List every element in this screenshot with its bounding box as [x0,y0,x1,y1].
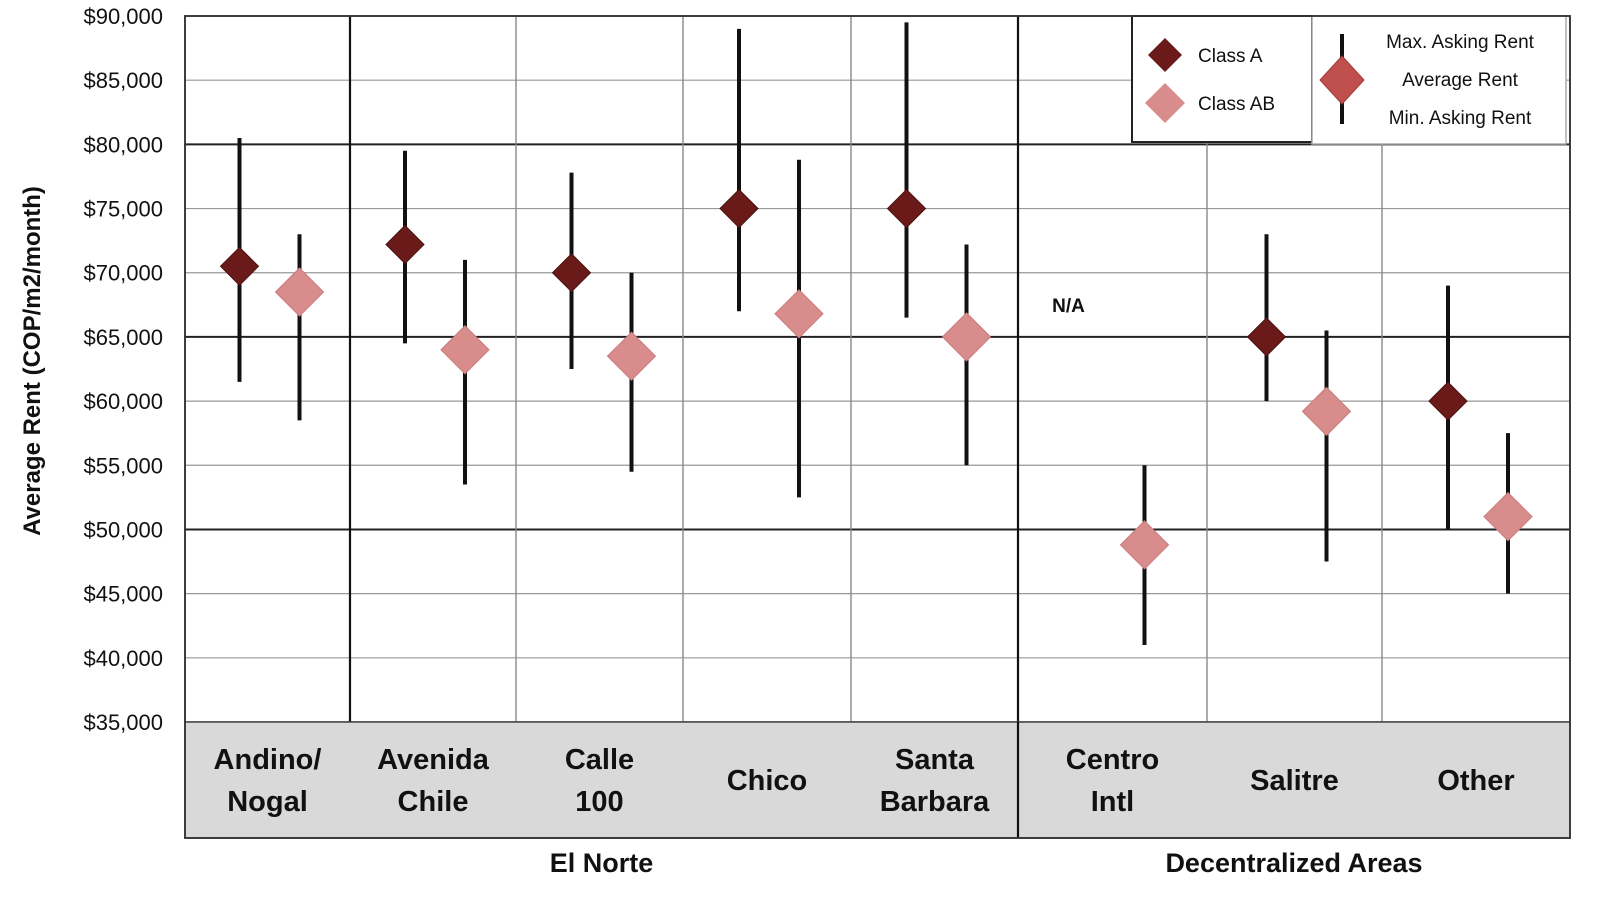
y-tick-label: $35,000 [83,710,163,735]
average-marker [886,188,927,229]
plot-frame [184,15,1571,839]
legend-key-label: Average Rent [1402,70,1519,91]
average-marker [1246,317,1287,357]
y-tick-label: $65,000 [83,325,163,350]
average-marker [606,331,657,381]
legend-marker [1145,83,1185,123]
category-band [184,721,1571,839]
legend-key-label: Max. Asking Rent [1386,32,1535,53]
average-marker [1483,491,1533,542]
y-tick-label: $80,000 [83,132,163,157]
y-tick-label: $50,000 [83,517,163,542]
average-marker [1428,381,1468,421]
average-marker [1119,520,1170,570]
category-label: Other [1437,765,1514,797]
category-label: Santa [895,744,975,776]
legend-marker [1148,38,1182,72]
y-tick-label: $70,000 [83,261,163,286]
average-marker [385,224,425,265]
category-label: Chile [398,786,469,818]
average-marker [274,267,325,317]
category-label: Barbara [880,786,990,818]
category-label: 100 [575,786,623,818]
category-label: Nogal [227,786,308,818]
average-marker [941,312,992,362]
average-marker [219,246,260,287]
y-tick-label: $40,000 [83,646,163,671]
y-tick-label: $45,000 [83,582,163,607]
average-marker [551,253,592,293]
legend-series-box [1131,15,1313,143]
y-tick-label: $85,000 [83,68,163,93]
y-tick-label: $60,000 [83,389,163,414]
legend-key-marker [1319,55,1365,105]
average-marker [440,325,490,375]
y-tick-label: $55,000 [83,453,163,478]
average-marker [719,188,759,229]
category-label: Intl [1091,786,1135,818]
category-label: Centro [1066,744,1159,776]
category-label: Chico [727,765,808,797]
legend-label: Class AB [1198,94,1275,115]
group-label: El Norte [550,848,654,878]
y-tick-label: $75,000 [83,197,163,222]
y-tick-label: $90,000 [83,4,163,29]
category-label: Andino/ [214,744,322,776]
average-marker [1301,386,1352,437]
na-annotation: N/A [1052,296,1085,317]
group-label: Decentralized Areas [1165,848,1422,878]
legend-label: Class A [1198,46,1263,67]
average-marker [774,289,824,339]
category-label: Calle [565,744,634,776]
legend-key-label: Min. Asking Rent [1389,108,1532,129]
y-axis-label: Average Rent (COP/m2/month) [19,186,46,536]
category-label: Salitre [1250,765,1339,797]
category-label: Avenida [377,744,490,776]
